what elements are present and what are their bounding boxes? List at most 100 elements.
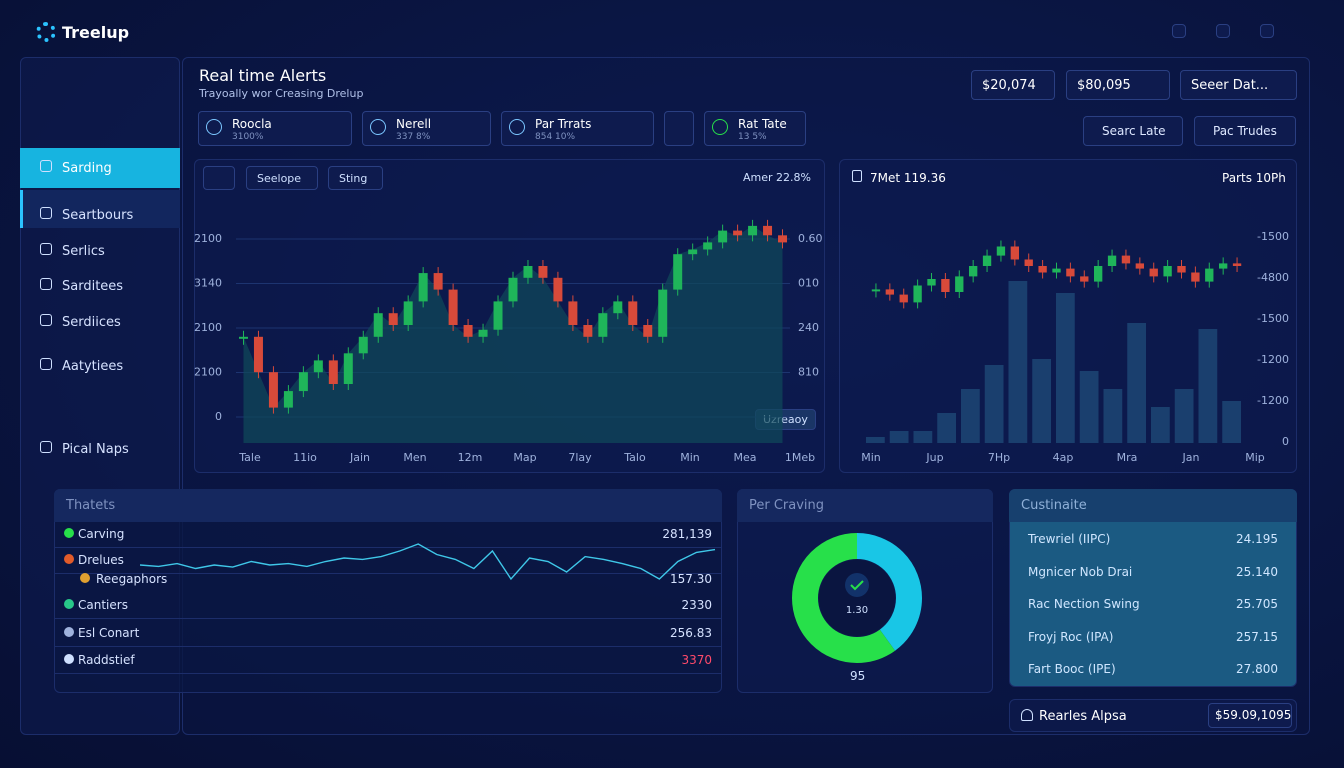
sidebar-item[interactable]: Sarding bbox=[62, 161, 112, 176]
y-label: 2100 bbox=[194, 232, 222, 245]
row-divider bbox=[54, 618, 722, 619]
sidebar-icon bbox=[40, 207, 52, 219]
sidebar-item[interactable]: Aatytiees bbox=[62, 359, 124, 374]
custom-row-value: 24.195 bbox=[1236, 532, 1278, 546]
sidebar-item[interactable]: Serdiices bbox=[62, 315, 121, 330]
filter-dropdown[interactable]: Seeer Dat... bbox=[1180, 70, 1297, 100]
y-label: 0 bbox=[215, 410, 222, 423]
candle-body bbox=[283, 391, 293, 408]
y-label-right: -1200 bbox=[1257, 394, 1289, 407]
candle-body bbox=[703, 242, 713, 250]
sidebar-icon bbox=[40, 278, 52, 290]
card-icon bbox=[712, 119, 728, 135]
candle-body bbox=[913, 285, 922, 303]
row-name: Drelues bbox=[78, 553, 124, 567]
menu-button[interactable] bbox=[203, 166, 235, 190]
custom-header bbox=[1009, 489, 1297, 522]
volume-bar bbox=[913, 431, 933, 443]
candle-body bbox=[568, 301, 578, 325]
volume-bar bbox=[1079, 371, 1099, 443]
candle-body bbox=[1149, 268, 1158, 277]
sidebar-item[interactable]: Serlics bbox=[62, 244, 105, 259]
custom-row-value: 25.705 bbox=[1236, 597, 1278, 611]
y-label-right: -1500 bbox=[1257, 230, 1289, 243]
sidebar-active bbox=[20, 148, 180, 188]
sidebar-item[interactable]: Seartbours bbox=[62, 208, 134, 223]
candle-body bbox=[982, 255, 992, 266]
chart-tab[interactable]: Seelope bbox=[246, 166, 318, 190]
signals-panel bbox=[54, 489, 722, 693]
filter-dropdown[interactable]: $20,074 bbox=[971, 70, 1055, 100]
candle-body bbox=[448, 289, 458, 325]
y-label-right: 240 bbox=[798, 321, 819, 334]
donut-chart: 1.30 bbox=[792, 533, 922, 663]
footer-value[interactable]: $59.09,1095 bbox=[1208, 703, 1292, 728]
x-label: Talo bbox=[623, 451, 646, 464]
y-label-right: -4800 bbox=[1257, 271, 1289, 284]
header-icon[interactable] bbox=[1172, 24, 1186, 38]
row-divider bbox=[54, 646, 722, 647]
volume-bar bbox=[1222, 401, 1241, 443]
action-button[interactable]: Searc Late bbox=[1083, 116, 1183, 146]
header-icon[interactable] bbox=[1216, 24, 1230, 38]
y-label: 2100 bbox=[194, 366, 222, 379]
sidebar-icon bbox=[40, 314, 52, 326]
row-divider bbox=[54, 673, 722, 674]
donut-footer: 95 bbox=[850, 669, 866, 683]
sparkline bbox=[140, 543, 716, 581]
side-stat: Parts 10Ph bbox=[1222, 171, 1286, 185]
row-value: 2330 bbox=[681, 598, 712, 612]
row-value: 281,139 bbox=[662, 527, 712, 541]
candle-body bbox=[658, 289, 668, 337]
candle-body bbox=[763, 225, 773, 236]
stat-card[interactable] bbox=[362, 111, 491, 146]
candle-body bbox=[478, 329, 488, 337]
row-name: Reegaphors bbox=[96, 572, 168, 586]
candle-body bbox=[1052, 268, 1061, 273]
card-dropdown[interactable] bbox=[664, 111, 694, 146]
y-label: 3140 bbox=[194, 277, 222, 290]
row-value: 3370 bbox=[681, 653, 712, 667]
candle-body bbox=[643, 325, 653, 337]
custom-row-name: Fart Booc (IPE) bbox=[1028, 662, 1116, 676]
chart-tab[interactable]: Sting bbox=[328, 166, 383, 190]
x-label: Jup bbox=[925, 451, 943, 464]
x-label: Mra bbox=[1117, 451, 1138, 464]
row-divider bbox=[54, 573, 722, 574]
candle-body bbox=[403, 301, 413, 325]
candle-body bbox=[463, 325, 473, 337]
header-icon[interactable] bbox=[1260, 24, 1274, 38]
side-icon bbox=[852, 170, 862, 182]
card-icon bbox=[370, 119, 386, 135]
candle-body bbox=[733, 230, 743, 236]
sidebar-hover bbox=[20, 190, 180, 228]
card-value: 337 8% bbox=[396, 132, 431, 142]
candle-body bbox=[1066, 268, 1075, 277]
candle-body bbox=[1163, 266, 1172, 277]
y-label-right: 810 bbox=[798, 366, 819, 379]
stat-card[interactable] bbox=[198, 111, 352, 146]
donut-center: 1.30 bbox=[846, 605, 868, 616]
candle-body bbox=[343, 353, 353, 384]
stat-card[interactable] bbox=[501, 111, 654, 146]
candle-body bbox=[493, 301, 503, 330]
candle-body bbox=[1177, 266, 1186, 273]
candle-body bbox=[418, 273, 428, 302]
sidebar-item[interactable]: Pical Naps bbox=[62, 442, 129, 457]
x-label: Men bbox=[403, 451, 426, 464]
candle-body bbox=[613, 301, 623, 314]
row-icon bbox=[64, 599, 74, 609]
candle-body bbox=[1121, 255, 1131, 264]
sidebar-item[interactable]: Sarditees bbox=[62, 279, 124, 294]
x-label: Min bbox=[680, 451, 700, 464]
footer-icon bbox=[1021, 709, 1033, 721]
candle-body bbox=[955, 276, 964, 292]
candle-body bbox=[358, 336, 368, 354]
candle-body bbox=[969, 266, 978, 277]
filter-dropdown[interactable]: $80,095 bbox=[1066, 70, 1170, 100]
donut-title: Per Craving bbox=[749, 498, 825, 513]
logo-icon bbox=[36, 22, 56, 42]
candle-body bbox=[688, 249, 698, 255]
action-button[interactable]: Pac Trudes bbox=[1194, 116, 1296, 146]
